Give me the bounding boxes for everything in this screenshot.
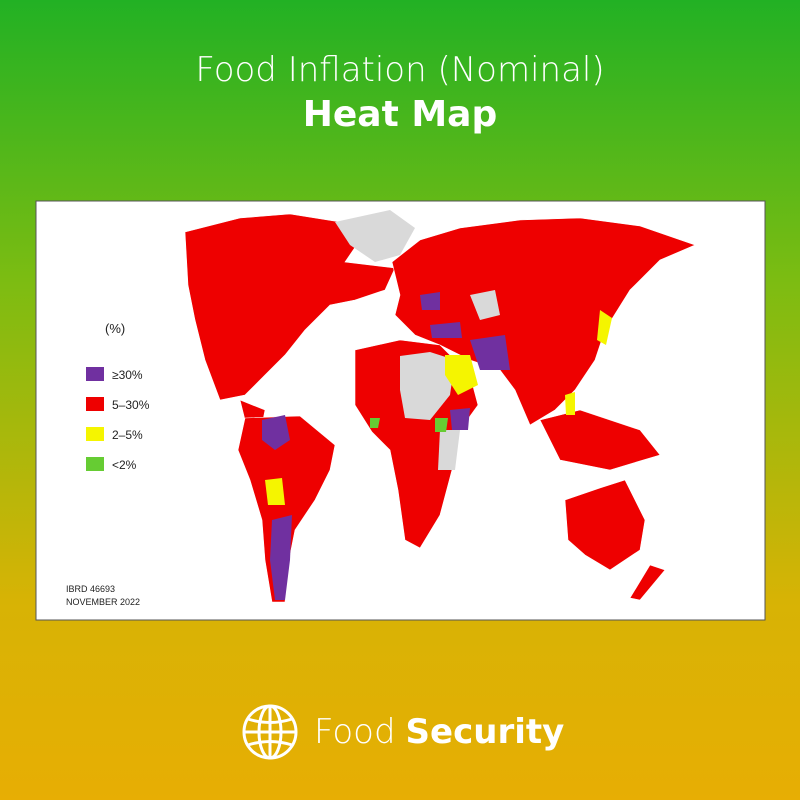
australia	[564, 479, 646, 571]
southeast-asia	[539, 409, 661, 471]
legend-swatch	[86, 397, 104, 411]
iran	[470, 335, 510, 370]
credit-date: NOVEMBER 2022	[66, 597, 140, 607]
bolivia	[265, 478, 285, 505]
legend-swatch	[86, 367, 104, 381]
globe-icon	[242, 704, 298, 760]
title-line-1: Food Inflation (Nominal)	[195, 50, 605, 90]
japan	[597, 310, 612, 345]
footer: Food Security	[240, 702, 564, 762]
moderate-inflation	[265, 310, 612, 505]
argentina	[270, 515, 292, 600]
central-asia	[470, 290, 500, 320]
no-data	[335, 210, 500, 470]
eurasia	[391, 217, 696, 426]
legend-label: ≥30%	[112, 368, 143, 382]
ukraine	[420, 292, 440, 310]
legend-label: 5–30%	[112, 398, 150, 412]
legend-swatch	[86, 457, 104, 471]
legend-swatch	[86, 427, 104, 441]
thailand	[565, 392, 575, 415]
legend-label: <2%	[112, 458, 137, 472]
low-country-2	[370, 418, 380, 428]
sahara	[400, 352, 455, 420]
footer-bold: Security	[405, 712, 565, 752]
title-line-2: Heat Map	[302, 94, 498, 135]
low-inflation	[370, 418, 448, 432]
venezuela	[262, 415, 290, 450]
new-zealand	[629, 564, 666, 601]
turkey	[430, 322, 462, 338]
saudi-arabia	[445, 355, 478, 395]
central-africa	[438, 430, 460, 470]
landmasses	[184, 213, 696, 603]
ethiopia	[450, 408, 470, 430]
low-country-1	[435, 418, 448, 432]
greenland	[335, 210, 415, 262]
footer-light: Food	[314, 712, 396, 752]
high-inflation	[262, 292, 510, 600]
legend: ≥30% 5–30% 2–5% <2%	[86, 367, 150, 472]
legend-title: (%)	[105, 321, 125, 336]
credit-id: IBRD 46693	[66, 584, 115, 594]
legend-label: 2–5%	[112, 428, 143, 442]
